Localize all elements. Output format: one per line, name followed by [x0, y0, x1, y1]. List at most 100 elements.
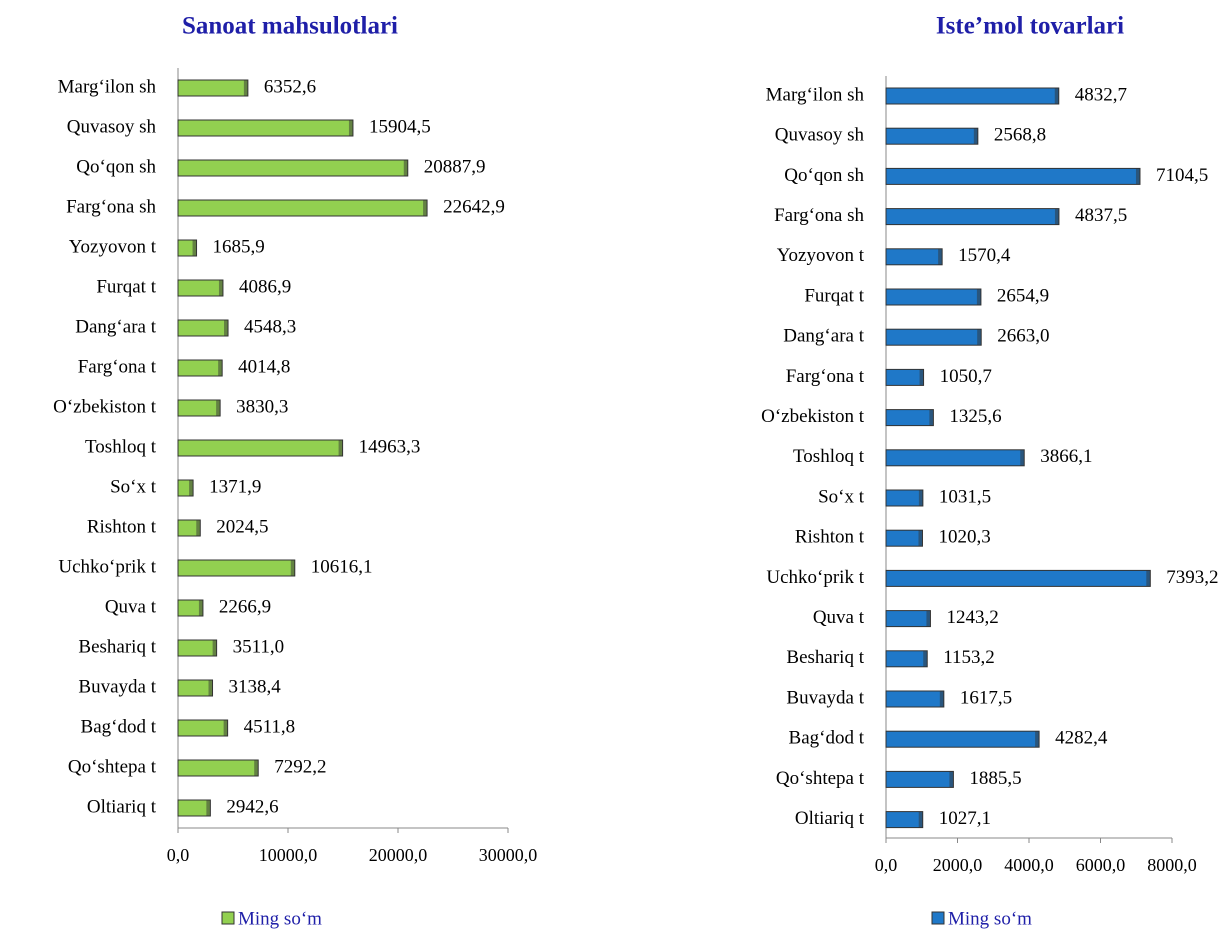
- value-label: 1027,1: [939, 808, 991, 829]
- y-tick-label: Farg‘ona t: [78, 356, 157, 377]
- bar-end: [918, 490, 923, 506]
- bar-end: [929, 409, 934, 426]
- bar: [177, 159, 409, 177]
- bar-end: [218, 360, 223, 376]
- value-label: 22642,9: [443, 196, 505, 217]
- value-label: 4832,7: [1075, 84, 1127, 105]
- value-label: 4282,4: [1055, 728, 1108, 749]
- value-label: 2266,9: [219, 596, 271, 617]
- bar-end: [918, 811, 923, 828]
- bar-end: [338, 440, 343, 456]
- bar: [177, 679, 214, 697]
- value-label: 7393,2: [1166, 567, 1218, 588]
- bar: [885, 87, 1060, 105]
- value-label: 4837,5: [1075, 205, 1127, 226]
- y-tick-label: So‘x t: [818, 486, 865, 507]
- value-label: 4014,8: [238, 356, 290, 377]
- y-tick-label: Beshariq t: [78, 636, 156, 657]
- bar: [885, 770, 954, 788]
- y-tick-label: Quvasoy sh: [775, 125, 865, 146]
- bar-end: [218, 280, 223, 296]
- bar-end: [923, 650, 928, 667]
- bar: [885, 610, 931, 628]
- y-tick-label: Yozyovon t: [777, 245, 865, 266]
- value-label: 4086,9: [239, 276, 291, 297]
- bar-end: [926, 610, 931, 627]
- bar: [885, 127, 979, 145]
- y-tick-label: O‘zbekiston t: [761, 406, 865, 427]
- value-label: 3511,0: [233, 636, 285, 657]
- y-tick-label: Bag‘dod t: [81, 716, 157, 737]
- y-tick-label: Oltiariq t: [795, 808, 865, 829]
- bar: [885, 730, 1040, 748]
- value-label: 1243,2: [946, 607, 998, 628]
- chart-title: Iste’mol tovarlari: [936, 13, 1124, 40]
- bar: [885, 328, 982, 346]
- value-label: 1570,4: [958, 245, 1011, 266]
- legend-swatch: [931, 911, 945, 925]
- bar-end: [223, 720, 228, 736]
- value-label: 7292,2: [274, 756, 326, 777]
- legend-swatch: [221, 911, 235, 925]
- bar-end: [189, 480, 194, 496]
- y-tick-label: O‘zbekiston t: [53, 396, 157, 417]
- value-label: 20887,9: [424, 156, 486, 177]
- y-tick-label: Beshariq t: [786, 647, 864, 668]
- bar: [177, 279, 224, 297]
- y-tick-label: Dang‘ara t: [75, 316, 156, 337]
- bar: [177, 319, 229, 337]
- value-label: 7104,5: [1156, 165, 1208, 186]
- bar: [885, 208, 1060, 226]
- y-tick-label: Quva t: [813, 607, 865, 628]
- value-label: 1371,9: [209, 476, 261, 497]
- y-tick-label: Quva t: [105, 596, 157, 617]
- bar-end: [243, 80, 248, 96]
- value-label: 1031,5: [939, 486, 991, 507]
- bar: [177, 799, 211, 817]
- bar-end: [206, 800, 211, 816]
- y-tick-label: Yozyovon t: [69, 236, 157, 257]
- value-label: 4548,3: [244, 316, 296, 337]
- bar: [885, 489, 924, 507]
- bar-end: [949, 771, 954, 788]
- y-tick-label: Furqat t: [804, 285, 864, 306]
- y-tick-label: Farg‘ona sh: [774, 205, 864, 226]
- bar-end: [423, 200, 428, 216]
- y-tick-label: Uchko‘prik t: [58, 556, 156, 577]
- value-label: 3866,1: [1040, 446, 1092, 467]
- bar-end: [1020, 449, 1025, 466]
- value-label: 6352,6: [264, 76, 316, 97]
- legend-label: Ming so‘m: [948, 908, 1032, 929]
- value-label: 3138,4: [229, 676, 282, 697]
- y-tick-label: Buvayda t: [786, 687, 864, 708]
- bar-end: [976, 289, 981, 305]
- bar: [177, 359, 223, 377]
- bar: [177, 399, 221, 417]
- bar-end: [918, 530, 923, 547]
- bar: [177, 759, 259, 777]
- x-tick-label: 4000,0: [1004, 855, 1054, 875]
- y-tick-label: Bag‘dod t: [789, 728, 865, 749]
- value-label: 2654,9: [997, 285, 1049, 306]
- x-tick-label: 8000,0: [1147, 855, 1197, 875]
- bar: [177, 639, 218, 657]
- x-tick-label: 0,0: [167, 845, 190, 865]
- value-label: 2568,8: [994, 125, 1046, 146]
- bar-end: [290, 560, 295, 576]
- y-tick-label: So‘x t: [110, 476, 157, 497]
- value-label: 2663,0: [997, 326, 1049, 347]
- bar-end: [919, 369, 924, 386]
- x-tick-label: 2000,0: [933, 855, 983, 875]
- y-tick-label: Marg‘ilon sh: [766, 84, 865, 105]
- bar: [177, 439, 344, 457]
- x-tick-label: 10000,0: [259, 845, 318, 865]
- bar-end: [212, 640, 217, 656]
- y-tick-label: Dang‘ara t: [783, 326, 864, 347]
- bar: [885, 569, 1151, 587]
- y-tick-label: Toshloq t: [85, 436, 157, 457]
- bar: [885, 167, 1141, 185]
- bar: [885, 811, 924, 829]
- bar-end: [403, 160, 408, 176]
- bar-end: [192, 240, 197, 256]
